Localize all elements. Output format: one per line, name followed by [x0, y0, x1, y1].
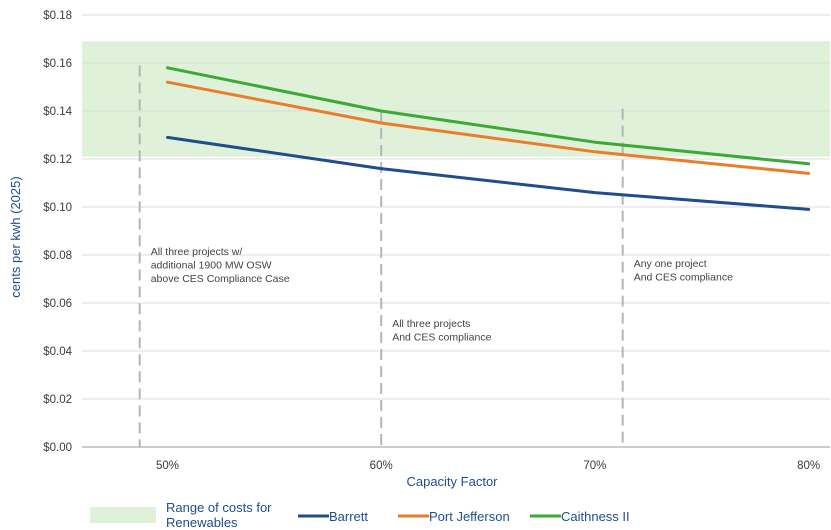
- y-tick-label: $0.08: [43, 250, 72, 262]
- legend-swatch-range: [90, 507, 156, 523]
- series-lines: [166, 66, 811, 211]
- legend-label: Caithness II: [561, 509, 630, 524]
- legend-label-range: Range of costs for Renewables: [166, 500, 272, 530]
- series-line: [166, 66, 811, 166]
- y-axis-ticks: $0.00 $0.02 $0.04 $0.06 $0.08 $0.10 $0.12 $0.14…: [43, 10, 72, 454]
- gridlines: [82, 14, 830, 448]
- y-tick-label: $0.02: [43, 394, 72, 406]
- range-band-layer: [82, 41, 830, 157]
- series-line: [166, 80, 811, 175]
- y-axis-title: cents per kwh (2025): [8, 176, 23, 297]
- series-port-jefferson: [166, 80, 811, 175]
- x-tick-label: 70%: [583, 460, 606, 472]
- annotation-line: additional 1900 MW OSW: [151, 260, 272, 272]
- x-tick-label: 50%: [156, 460, 179, 472]
- x-axis-ticks: 50% 60% 70% 80%: [156, 460, 820, 472]
- legend-label-line: Renewables: [166, 515, 238, 530]
- y-tick-label: $0.10: [43, 202, 72, 214]
- annotation-line: Any one project: [634, 258, 707, 270]
- y-tick-label: $0.12: [43, 154, 72, 166]
- y-tick-label: $0.16: [43, 58, 72, 70]
- annotation-line: And CES compliance: [634, 272, 733, 284]
- x-axis-title: Capacity Factor: [406, 474, 498, 489]
- annotation-line: All three projects w/: [151, 246, 243, 258]
- reference-annotation: Any one project And CES compliance: [634, 258, 733, 284]
- series-barrett: [166, 135, 811, 211]
- y-tick-label: $0.18: [43, 10, 72, 22]
- reference-annotation: All three projects w/additional 1900 MW …: [151, 246, 290, 285]
- legend-label-line: Range of costs for: [166, 500, 272, 515]
- legend-label: Barrett: [329, 509, 368, 524]
- y-tick-label: $0.04: [43, 346, 72, 358]
- series-line: [166, 135, 811, 211]
- reference-annotation: All three projects And CES compliance: [392, 318, 491, 344]
- reference-lines: [138, 65, 624, 447]
- series-caithness-ii: [166, 66, 811, 166]
- x-tick-label: 60%: [370, 460, 393, 472]
- legend-label: Port Jefferson: [429, 509, 510, 524]
- renewables-range-band: [82, 41, 830, 157]
- legend: Range of costs for Renewables Barrett Port …: [90, 500, 630, 530]
- y-tick-label: $0.00: [43, 442, 72, 454]
- annotation-line: And CES compliance: [392, 332, 491, 344]
- y-tick-label: $0.14: [43, 106, 72, 118]
- x-tick-label: 80%: [797, 460, 820, 472]
- annotation-line: All three projects: [392, 318, 470, 330]
- y-tick-label: $0.06: [43, 298, 72, 310]
- annotation-line: above CES Compliance Case: [151, 273, 290, 285]
- annotations: All three projects w/additional 1900 MW …: [151, 246, 733, 344]
